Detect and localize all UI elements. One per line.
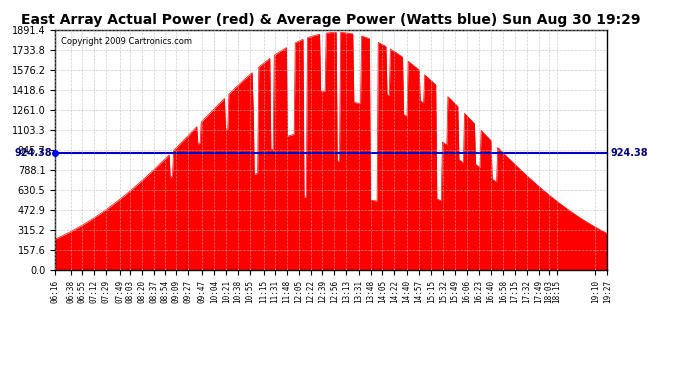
Title: East Array Actual Power (red) & Average Power (Watts blue) Sun Aug 30 19:29: East Array Actual Power (red) & Average … xyxy=(21,13,641,27)
Text: Copyright 2009 Cartronics.com: Copyright 2009 Cartronics.com xyxy=(61,37,192,46)
Text: 924.38: 924.38 xyxy=(14,148,52,158)
Text: 924.38: 924.38 xyxy=(611,148,649,158)
